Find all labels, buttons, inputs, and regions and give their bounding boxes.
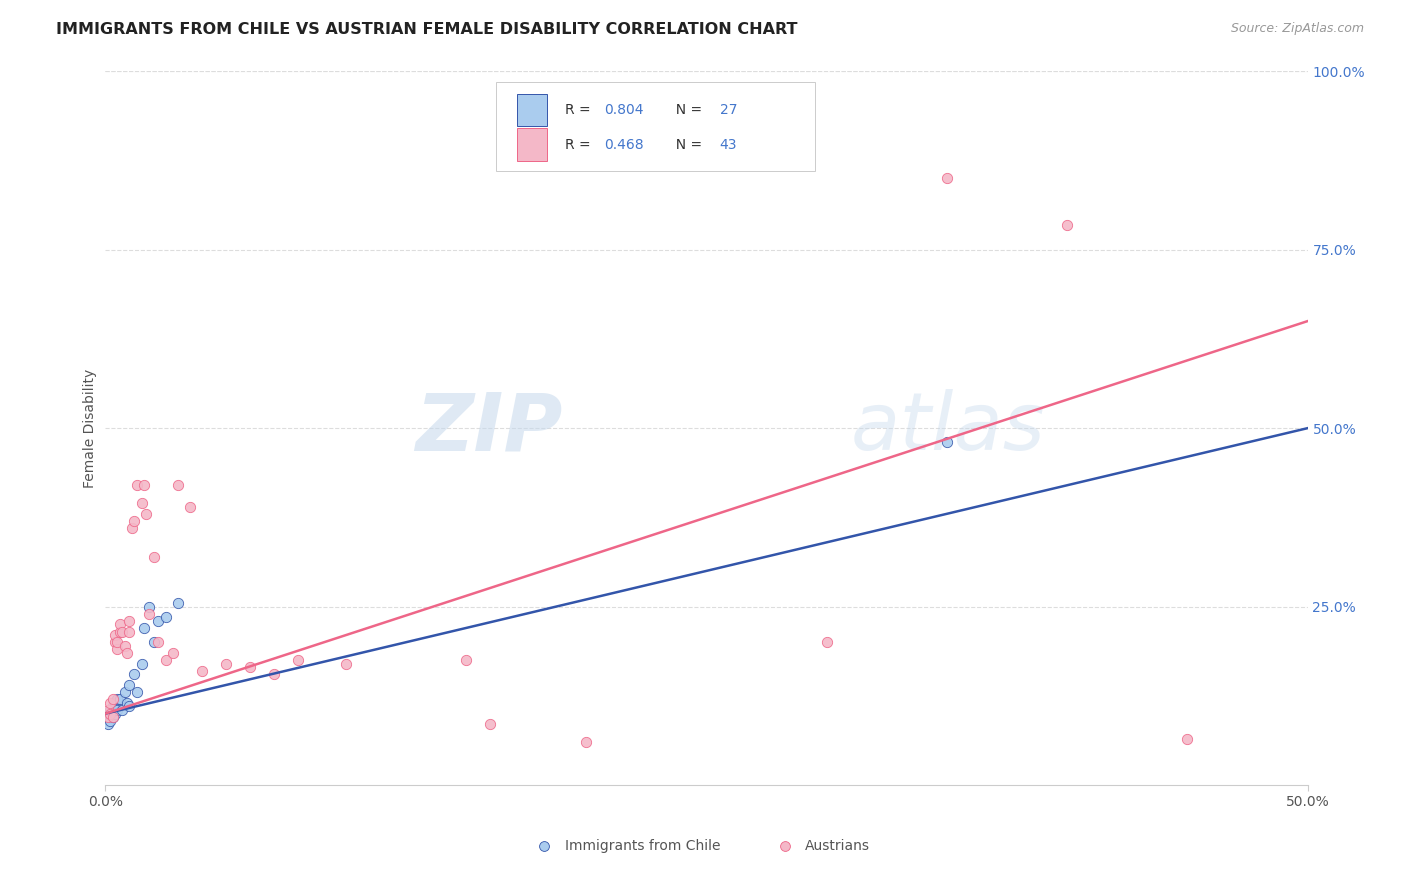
Bar [516,95,547,127]
Point [287,653,309,667]
Text: R =: R = [565,103,595,117]
Point [108,692,131,706]
Point [131,496,153,510]
Point [101,692,124,706]
Text: Austrians: Austrians [806,838,870,853]
Point [104,706,127,721]
Point [815,635,838,649]
Point [335,657,357,671]
Y-axis label: Female Disability: Female Disability [83,368,97,488]
Point [138,607,160,621]
Point [111,703,134,717]
Point [135,507,157,521]
Point [97,710,120,724]
Point [115,646,138,660]
Point [179,500,201,514]
Point [138,599,160,614]
Point [148,614,170,628]
Point [132,478,155,492]
Point [121,521,143,535]
Point [118,624,141,639]
Point [132,621,155,635]
Point [118,699,141,714]
Point [972,838,994,853]
Point [97,717,120,731]
Point [124,514,146,528]
Text: 43: 43 [720,137,737,152]
FancyBboxPatch shape [496,82,814,171]
Point [936,171,959,186]
Point [98,696,121,710]
Point [166,478,188,492]
Point [115,696,138,710]
Point [118,678,141,692]
Text: N =: N = [666,137,706,152]
Point [98,703,121,717]
Point [98,706,121,721]
Point [155,610,177,624]
Point [98,714,121,728]
Text: ZIP: ZIP [415,389,562,467]
Point [454,653,477,667]
Point [107,635,129,649]
Point [142,549,165,564]
Point [104,628,127,642]
Point [131,657,153,671]
Point [101,710,124,724]
Point [114,639,136,653]
Point [142,635,165,649]
Point [1056,218,1078,232]
Point [125,685,148,699]
Text: 27: 27 [720,103,737,117]
Point [162,646,184,660]
Point [111,624,134,639]
Point [214,657,236,671]
Point [104,635,127,649]
Text: 0.468: 0.468 [605,137,644,152]
Text: 0.804: 0.804 [605,103,644,117]
Point [114,685,136,699]
Bar [516,128,547,161]
Point [98,706,121,721]
Point [108,624,131,639]
Point [97,710,120,724]
Text: Immigrants from Chile: Immigrants from Chile [565,838,720,853]
Text: N =: N = [666,103,706,117]
Text: atlas: atlas [851,389,1046,467]
Point [155,653,177,667]
Point [124,667,146,681]
Point [101,710,124,724]
Point [263,667,285,681]
Point [148,635,170,649]
Point [190,664,212,678]
Point [107,703,129,717]
Point [107,692,129,706]
Point [479,717,502,731]
Point [125,478,148,492]
Point [104,696,127,710]
Point [239,660,262,674]
Point [936,435,959,450]
Point [1175,731,1198,746]
Point [97,703,120,717]
Text: Source: ZipAtlas.com: Source: ZipAtlas.com [1230,22,1364,36]
Text: R =: R = [565,137,595,152]
Point [166,596,188,610]
Point [107,642,129,657]
Point [118,614,141,628]
Point [108,617,131,632]
Point [575,735,598,749]
Point [101,699,124,714]
Text: IMMIGRANTS FROM CHILE VS AUSTRIAN FEMALE DISABILITY CORRELATION CHART: IMMIGRANTS FROM CHILE VS AUSTRIAN FEMALE… [56,22,797,37]
